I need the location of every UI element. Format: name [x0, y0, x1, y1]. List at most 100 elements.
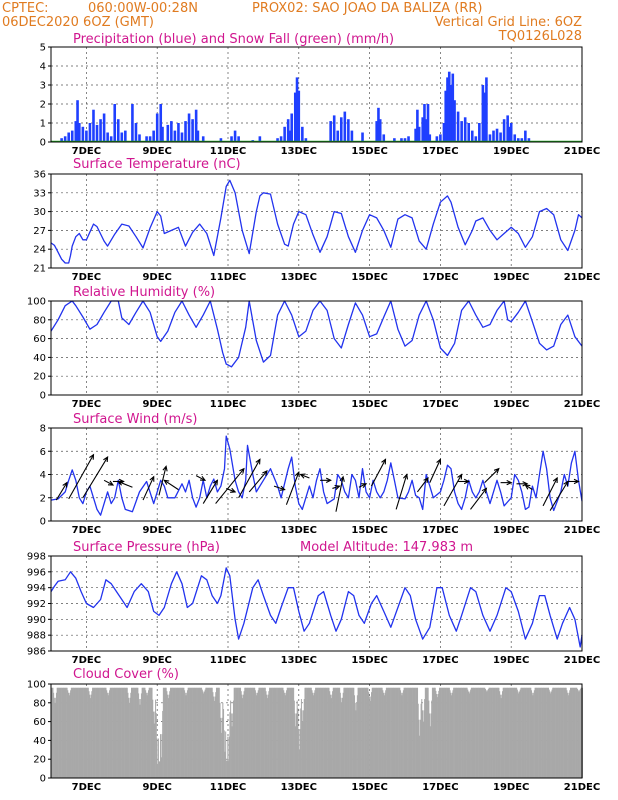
cloud-bar [271, 687, 273, 778]
wind-vector-head [279, 485, 286, 491]
cloud-bar [533, 692, 535, 778]
cloud-bar [386, 687, 388, 778]
rh-y-tick-label: 100 [27, 297, 46, 308]
precip-bar [279, 136, 283, 142]
cloud-bar [213, 696, 215, 778]
header-run: 06DEC2020 6OZ (GMT) [2, 15, 154, 30]
cloud-bar [365, 687, 367, 778]
cloud-bar [334, 687, 336, 778]
precip-bar [435, 136, 439, 142]
cloud-bar [429, 713, 431, 778]
precip-x-tick-label: 17DEC [422, 146, 458, 157]
cloud-bar [570, 687, 572, 778]
cloud-bar [206, 687, 208, 778]
cloud-bar [70, 690, 72, 778]
cloud-bar [277, 687, 279, 778]
cloud-bar [339, 692, 341, 778]
cloud-bar [248, 687, 250, 778]
cloud-bar [348, 687, 350, 778]
cloud-bar [143, 687, 145, 778]
cloud-bar [421, 710, 423, 778]
wind-vector-head [212, 479, 219, 486]
cloud-bar [83, 687, 85, 778]
cloud-bar [535, 687, 537, 778]
cloud-bar [329, 691, 331, 778]
cloud-y-tick-label: 100 [27, 680, 46, 691]
pressure-x-tick-label: 7DEC [72, 655, 101, 666]
cloud-bar [109, 687, 111, 778]
cloud-bar [574, 687, 576, 778]
cloud-bar [381, 687, 383, 778]
cloud-bar [346, 687, 348, 778]
cloud-bar [551, 689, 553, 778]
wind-vector [215, 468, 245, 504]
rh-y-tick-label: 0 [40, 391, 46, 402]
cloud-bar [82, 687, 84, 778]
cloud-bar [205, 687, 207, 778]
cloud-bar [553, 687, 555, 778]
cloud-bar [407, 687, 409, 778]
cloud-bar [223, 730, 225, 778]
cloud-bar [504, 687, 506, 778]
cloud-bar [438, 690, 440, 778]
cloud-bar [390, 687, 392, 778]
precip-bar [106, 132, 109, 142]
cloud-bar [140, 693, 142, 778]
pressure-y-tick-label: 986 [27, 647, 46, 658]
cloud-bar [530, 687, 532, 778]
precip-bar [191, 119, 194, 142]
cloud-bar [296, 700, 298, 778]
cloud-bar [552, 687, 554, 778]
cloud-bar [68, 695, 70, 778]
wind-vector-head [325, 477, 332, 483]
wind-x-tick-label: 13DEC [281, 525, 317, 536]
cloud-y-tick-label: 20 [33, 755, 46, 766]
cloud-bar [326, 687, 328, 778]
cloud-bar [237, 687, 239, 778]
cloud-bar [464, 687, 466, 778]
cloud-bar [97, 687, 99, 778]
precip-x-tick-label: 15DEC [351, 146, 387, 157]
cloud-bar [375, 687, 377, 778]
cloud-bar [311, 690, 313, 778]
cloud-bar [539, 687, 541, 778]
precip-bar [286, 119, 290, 142]
precip-x-tick-label: 13DEC [281, 146, 317, 157]
precip-panel: 7DEC 9DEC 11DEC 13DEC 15DEC 17DEC 19DEC 21DEC 0 1… [40, 32, 601, 157]
cloud-bar [269, 687, 271, 778]
cloud-bar [121, 687, 123, 778]
cloud-bar [252, 687, 254, 778]
precip-bar [63, 136, 67, 142]
precip-bar [102, 113, 106, 142]
wind-vector [484, 468, 500, 484]
precip-bar [516, 138, 520, 142]
cloud-bar [130, 692, 132, 778]
cloud-bar [312, 695, 314, 778]
cloud-bar [180, 687, 182, 778]
cloud-bar [344, 687, 346, 778]
cloud-bar [354, 702, 356, 778]
cloud-bar [496, 687, 498, 778]
cloud-bar [195, 687, 197, 778]
precip-bar [460, 121, 463, 142]
wind-vector-head [230, 487, 237, 493]
cloud-bar [118, 687, 120, 778]
cloud-bar [555, 687, 557, 778]
cloud-bar [159, 761, 161, 778]
rh-title: Relative Humidity (%) [73, 285, 215, 300]
precip-bar [502, 119, 506, 142]
cloud-bar [548, 689, 550, 778]
wind-y-tick-label: 2 [40, 493, 46, 504]
cloud-bar [276, 687, 278, 778]
cloud-bar [437, 694, 439, 778]
cloud-bar [281, 687, 283, 778]
cloud-bar [308, 687, 310, 778]
cloud-bar [475, 687, 477, 778]
precip-bar [506, 115, 509, 142]
cloud-bar [94, 687, 96, 778]
cloud-bar [274, 687, 276, 778]
cloud-x-tick-label: 7DEC [72, 782, 101, 793]
precip-bar [184, 121, 187, 142]
cloud-bar [60, 687, 62, 778]
cloud-bar [198, 687, 200, 778]
